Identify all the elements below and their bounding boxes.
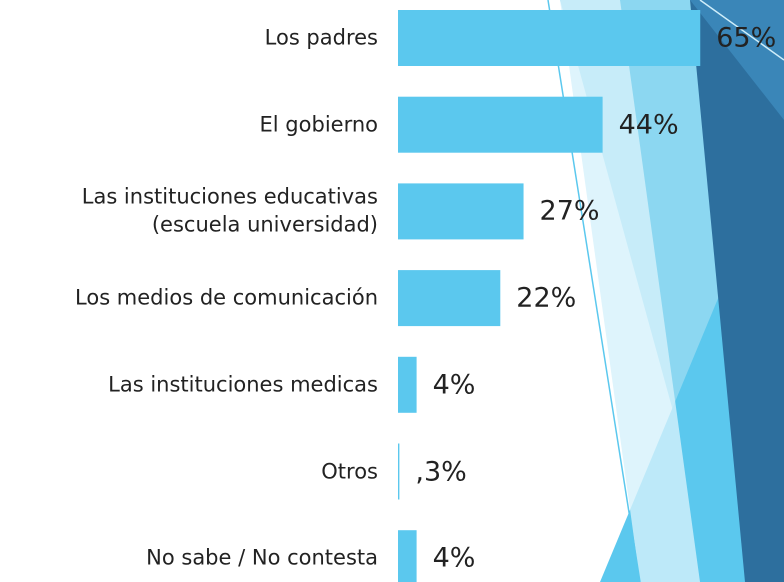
category-label: El gobierno (259, 112, 378, 137)
value-label: ,3% (415, 456, 467, 487)
bar (398, 10, 701, 66)
category-label: Los medios de comunicación (75, 285, 378, 310)
value-label: 22% (516, 282, 577, 314)
value-label: 27% (539, 195, 600, 227)
bar (398, 183, 524, 240)
bg-shape (690, 0, 784, 120)
category-label: No sabe / No contesta (146, 545, 378, 570)
bg-line (699, 0, 784, 61)
category-label: Las instituciones medicas (108, 372, 378, 397)
bar (398, 443, 400, 500)
value-label: 4% (432, 369, 476, 401)
bar (398, 270, 501, 327)
bar (398, 530, 417, 582)
decoration (547, 0, 784, 582)
category-label: Otros (321, 458, 378, 483)
category-label: Los padres (264, 25, 378, 50)
value-label: 44% (618, 109, 679, 141)
bar (398, 356, 417, 413)
bg-shape (690, 0, 784, 582)
category-label: Las instituciones educativas (escuela un… (81, 185, 378, 237)
value-label: 4% (432, 542, 476, 574)
value-label: 65% (716, 22, 777, 54)
bar (398, 96, 603, 153)
